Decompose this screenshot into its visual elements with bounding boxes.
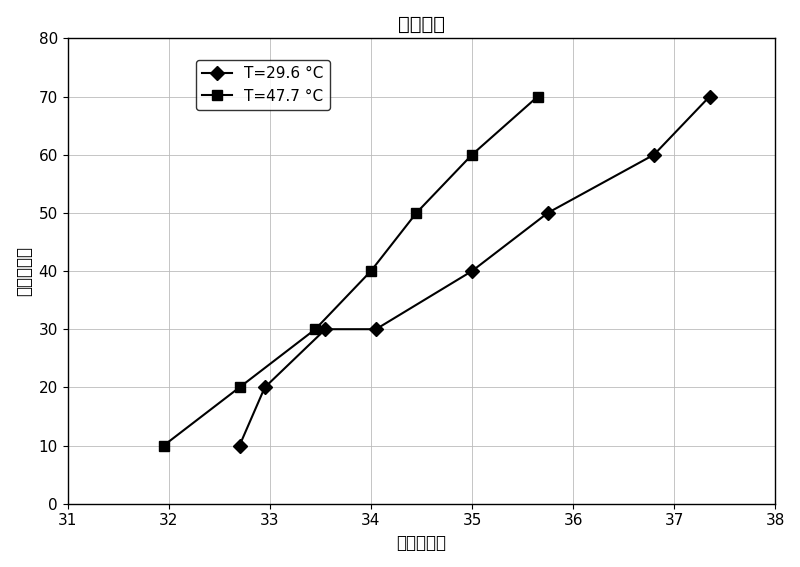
T=29.6 °C (260, 384, 270, 391)
Legend: T=29.6 °C, T=47.7 °C: T=29.6 °C, T=47.7 °C (195, 60, 330, 110)
T=29.6 °C (649, 151, 658, 158)
Title: 槽组水温: 槽组水温 (398, 15, 445, 34)
Line: T=29.6 °C: T=29.6 °C (234, 92, 714, 450)
X-axis label: 电压，伏特: 电压，伏特 (397, 534, 446, 552)
T=29.6 °C (234, 442, 244, 449)
T=29.6 °C (543, 209, 553, 216)
T=47.7 °C (533, 93, 542, 100)
T=47.7 °C (366, 268, 376, 274)
T=29.6 °C (321, 326, 330, 333)
Line: T=47.7 °C: T=47.7 °C (159, 92, 542, 450)
T=47.7 °C (310, 326, 320, 333)
Y-axis label: 电流，安培: 电流，安培 (15, 246, 33, 296)
T=47.7 °C (234, 384, 244, 391)
T=47.7 °C (159, 442, 169, 449)
T=29.6 °C (705, 93, 714, 100)
T=47.7 °C (412, 209, 422, 216)
T=47.7 °C (467, 151, 477, 158)
T=29.6 °C (371, 326, 381, 333)
T=29.6 °C (467, 268, 477, 274)
